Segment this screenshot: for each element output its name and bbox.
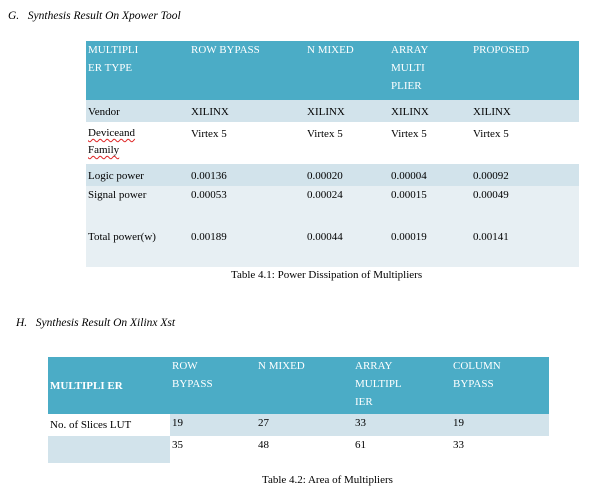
table1-header-cell: ARRAY MULTI PLIER — [389, 41, 471, 100]
table2-header-cell: ROW BYPASS — [170, 357, 256, 414]
table1-header-cell: MULTIPLI ER TYPE — [86, 41, 189, 100]
table-cell: 35 — [170, 436, 256, 463]
table-cell: Virtex 5 — [305, 122, 389, 164]
table-cell: 0.00004 — [389, 164, 471, 186]
row-label: Logic power — [86, 164, 189, 186]
area-table: MULTIPLI ER ROW BYPASS N MIXED ARRAY MUL… — [48, 357, 549, 463]
table-cell: 33 — [353, 414, 451, 436]
row-label: Vendor — [86, 100, 189, 122]
table-row: Logic power 0.00136 0.00020 0.00004 0.00… — [86, 164, 579, 186]
table2-caption: Table 4.2: Area of Multipliers — [262, 474, 393, 486]
table-cell: 33 — [451, 436, 549, 463]
table-cell: 0.00189 — [189, 226, 305, 267]
table-cell: 61 — [353, 436, 451, 463]
row-label: Deviceand Family — [86, 122, 189, 164]
table-row: 35 48 61 33 — [48, 436, 549, 463]
table1-header-cell: PROPOSED — [471, 41, 579, 100]
table-cell: Virtex 5 — [189, 122, 305, 164]
table-cell: 0.00020 — [305, 164, 389, 186]
table-row: Deviceand Family Virtex 5 Virtex 5 Virte… — [86, 122, 579, 164]
row-label: Total power(w) — [86, 226, 189, 267]
table-row: Total power(w) 0.00189 0.00044 0.00019 0… — [86, 226, 579, 267]
table-cell: 0.00044 — [305, 226, 389, 267]
row-label — [48, 436, 170, 463]
table-cell: 19 — [170, 414, 256, 436]
table2-header-cell: MULTIPLI ER — [48, 357, 170, 414]
table2-header-cell: COLUMN BYPASS — [451, 357, 549, 414]
row-label: Signal power — [86, 186, 189, 226]
table1-caption: Table 4.1: Power Dissipation of Multipli… — [231, 269, 423, 281]
table-cell: 19 — [451, 414, 549, 436]
table-cell: 48 — [256, 436, 353, 463]
table-cell: 0.00053 — [189, 186, 305, 226]
table-cell: 0.00092 — [471, 164, 579, 186]
section-g-heading: G. Synthesis Result On Xpower Tool — [8, 10, 181, 22]
table1-header-cell: N MIXED — [305, 41, 389, 100]
table-cell: 0.00019 — [389, 226, 471, 267]
table2-header-cell: N MIXED — [256, 357, 353, 414]
table-cell: Virtex 5 — [389, 122, 471, 164]
section-h-heading: H. Synthesis Result On Xilinx Xst — [16, 317, 176, 329]
table-cell: XILINX — [389, 100, 471, 122]
table-cell: 0.00136 — [189, 164, 305, 186]
table1-header-row: MULTIPLI ER TYPE ROW BYPASS N MIXED ARRA… — [86, 41, 579, 100]
row-label: No. of Slices LUT — [48, 414, 170, 436]
table-cell: 0.00024 — [305, 186, 389, 226]
table-cell: 0.00015 — [389, 186, 471, 226]
table-cell: XILINX — [189, 100, 305, 122]
table-row: No. of Slices LUT 19 27 33 19 — [48, 414, 549, 436]
table-cell: 27 — [256, 414, 353, 436]
table-cell: XILINX — [305, 100, 389, 122]
table-row: Vendor XILINX XILINX XILINX XILINX — [86, 100, 579, 122]
table-cell: Virtex 5 — [471, 122, 579, 164]
table2-header-row: MULTIPLI ER ROW BYPASS N MIXED ARRAY MUL… — [48, 357, 549, 414]
table2-header-cell: ARRAY MULTIPL IER — [353, 357, 451, 414]
power-dissipation-table: MULTIPLI ER TYPE ROW BYPASS N MIXED ARRA… — [86, 41, 579, 267]
table-cell: XILINX — [471, 100, 579, 122]
table1-header-cell: ROW BYPASS — [189, 41, 305, 100]
table-row: Signal power 0.00053 0.00024 0.00015 0.0… — [86, 186, 579, 226]
table-cell: 0.00141 — [471, 226, 579, 267]
table-cell: 0.00049 — [471, 186, 579, 226]
spellcheck-underlined-text: Deviceand Family — [88, 127, 136, 156]
